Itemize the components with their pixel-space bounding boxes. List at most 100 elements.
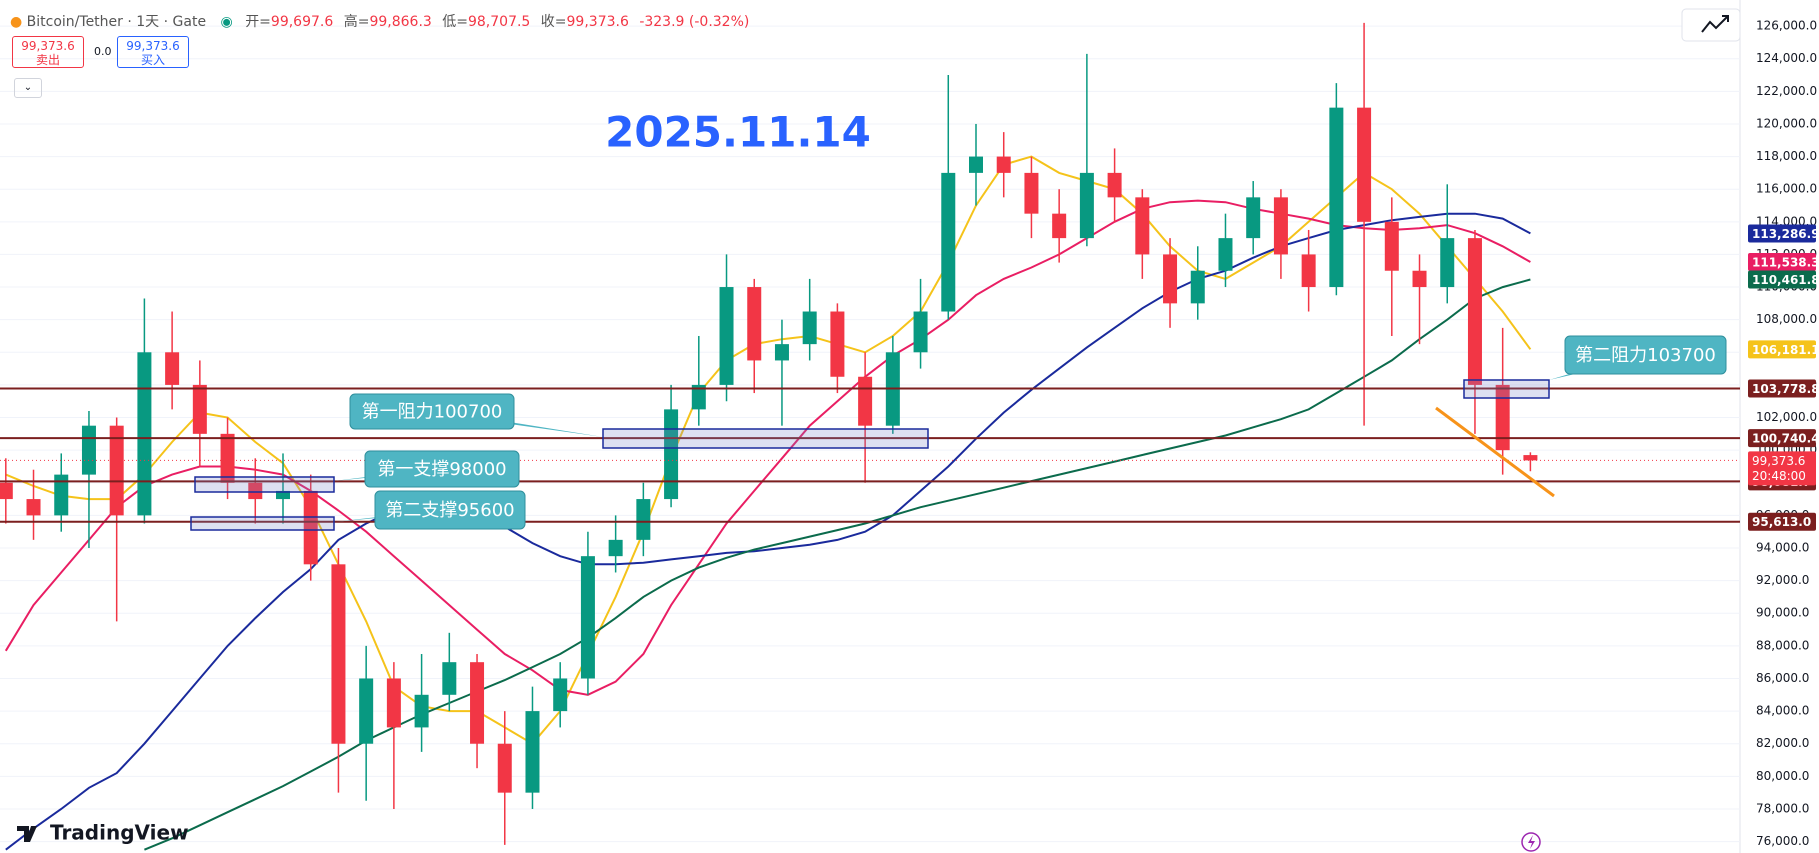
- y-tick-label: 78,000.0: [1756, 801, 1809, 815]
- ohlc-value: 99,866.3: [369, 14, 432, 30]
- candle-body: [1440, 238, 1455, 288]
- y-tick-label: 108,000.0: [1756, 312, 1817, 326]
- price-label-bg: [1748, 512, 1816, 531]
- candle-body: [608, 539, 623, 557]
- callout: [349, 393, 515, 430]
- callout-text: 第一支撑98000: [377, 459, 506, 480]
- y-tick-label: 94,000.0: [1756, 541, 1809, 555]
- candle-body: [913, 311, 928, 353]
- candle-body: [996, 156, 1011, 173]
- candle-body: [331, 564, 346, 744]
- alert-icon[interactable]: [1521, 832, 1541, 852]
- price-label: 113,286.9: [1752, 227, 1819, 241]
- candle-body: [1190, 270, 1205, 304]
- ohlc-value: 99,697.6: [270, 14, 334, 30]
- candle-body: [1246, 197, 1261, 239]
- sell-label: 卖出: [35, 53, 60, 67]
- candle-body: [802, 311, 817, 345]
- price-label-bg: [1748, 224, 1816, 243]
- price-label-bg: [1748, 270, 1816, 289]
- ohlc-key: 收=: [540, 14, 567, 30]
- trend-line: [1435, 406, 1555, 498]
- toolbar[interactable]: [1681, 8, 1741, 42]
- sell-button[interactable]: 99,373.6 卖出: [12, 36, 84, 68]
- y-tick-label: 92,000.0: [1756, 573, 1809, 587]
- candle-body: [26, 499, 41, 516]
- ohlc-key: 低=: [442, 14, 468, 30]
- collapse-button[interactable]: ⌄: [14, 78, 42, 98]
- moving-average: [144, 278, 1531, 851]
- chart-title: 2025.11.14: [605, 108, 871, 157]
- last-price-bg: [1748, 451, 1816, 486]
- price-label: 106,181.1: [1752, 343, 1819, 357]
- candle-body: [1301, 254, 1316, 288]
- y-tick-label: 102,000.0: [1756, 410, 1817, 424]
- candle-body: [1467, 238, 1482, 385]
- candle-body: [636, 499, 651, 540]
- candle-body: [941, 172, 956, 312]
- candle-body: [165, 352, 180, 385]
- callout: [364, 450, 520, 488]
- candle-body: [858, 376, 873, 426]
- last-price: 99,373.6: [1752, 454, 1805, 468]
- buy-button[interactable]: 99,373.6 买入: [117, 36, 189, 68]
- candle-body: [719, 287, 734, 385]
- candle-body: [1357, 107, 1372, 222]
- y-tick-label: 126,000.0: [1756, 19, 1817, 33]
- candle-body: [386, 678, 401, 728]
- callout-text: 第一阻力100700: [362, 402, 503, 423]
- y-tick-label: 82,000.0: [1756, 736, 1809, 750]
- candle-body: [442, 662, 457, 695]
- candle-body: [470, 662, 485, 744]
- candle-body: [969, 156, 983, 173]
- candle-body: [1079, 172, 1094, 239]
- zone: [190, 516, 335, 531]
- candle-body: [414, 694, 429, 728]
- y-tick-label: 86,000.0: [1756, 671, 1809, 685]
- candle-body: [1163, 254, 1178, 304]
- ohlc-value: 98,707.5: [467, 14, 531, 30]
- candle-body: [303, 490, 318, 565]
- y-tick-label: 124,000.0: [1756, 51, 1817, 65]
- candle-body: [81, 425, 96, 475]
- candle-body: [1329, 107, 1344, 288]
- candle-body: [192, 384, 207, 434]
- candle-body: [0, 482, 13, 500]
- candle-body: [830, 311, 845, 377]
- price-label: 110,461.8: [1752, 273, 1819, 287]
- candle-body: [1218, 238, 1233, 271]
- candle-body: [1384, 221, 1399, 271]
- y-tick-label: 88,000.0: [1756, 638, 1809, 652]
- zone: [194, 476, 335, 493]
- candle-body: [525, 711, 540, 793]
- y-tick-label: 90,000.0: [1756, 606, 1809, 620]
- y-tick-label: 80,000.0: [1756, 769, 1809, 783]
- candle-body: [1495, 384, 1510, 451]
- candle-body: [664, 409, 679, 500]
- alert-glyph: [1528, 835, 1535, 849]
- price-label: 100,740.4: [1752, 432, 1819, 446]
- spread: 0.0: [94, 45, 112, 58]
- candle-body: [580, 556, 595, 679]
- callout: [374, 490, 526, 530]
- candle-body: [1107, 172, 1122, 198]
- price-label-bg: [1748, 252, 1816, 271]
- sell-price: 99,373.6: [21, 39, 75, 53]
- candle-body: [774, 344, 789, 361]
- price-label: 111,538.3: [1752, 255, 1819, 269]
- callout-text: 第二阻力103700: [1575, 345, 1716, 366]
- candle-body: [359, 678, 374, 744]
- coin-icon: ●: [10, 14, 23, 30]
- y-tick-label: 76,000.0: [1756, 834, 1809, 848]
- buy-price: 99,373.6: [126, 39, 180, 53]
- price-label: 95,613.0: [1752, 515, 1811, 529]
- candle-body: [1273, 197, 1288, 255]
- ohlc-key: 高=: [343, 14, 370, 30]
- candle-body: [1052, 213, 1067, 239]
- price-label-bg: [1748, 379, 1816, 398]
- countdown: 20:48:00: [1752, 469, 1806, 483]
- toolbar-button[interactable]: [1681, 8, 1741, 42]
- y-tick-label: 122,000.0: [1756, 84, 1817, 98]
- y-tick-label: 116,000.0: [1756, 182, 1817, 196]
